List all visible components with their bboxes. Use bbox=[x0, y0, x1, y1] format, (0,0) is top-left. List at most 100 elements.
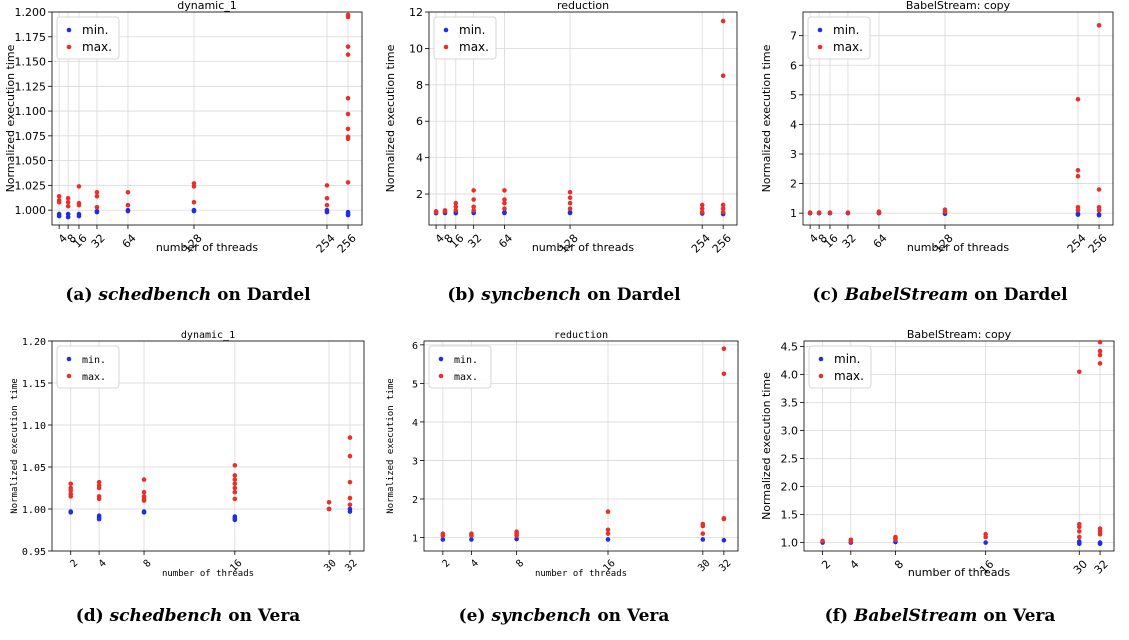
series-max bbox=[807, 23, 1102, 215]
data-point bbox=[471, 188, 476, 193]
data-point bbox=[347, 495, 353, 501]
y-tick-label: 2.0 bbox=[781, 481, 799, 494]
caption-b: (b) syncbench on Dardel bbox=[376, 285, 752, 305]
x-tick-label: 30 bbox=[1071, 558, 1090, 577]
y-tick-label: 1.175 bbox=[15, 31, 47, 44]
y-tick-label: 8 bbox=[416, 79, 423, 92]
data-point bbox=[125, 190, 131, 195]
caption-label: (c) bbox=[812, 285, 845, 305]
data-point bbox=[345, 14, 351, 20]
data-point bbox=[232, 477, 238, 482]
data-point bbox=[605, 531, 611, 536]
data-point bbox=[1097, 339, 1103, 345]
data-point bbox=[721, 537, 727, 543]
plot-frame bbox=[423, 340, 739, 552]
chart-title: reduction bbox=[557, 0, 609, 12]
x-tick-label: 64 bbox=[120, 232, 139, 251]
caption-system: on Vera bbox=[977, 606, 1056, 626]
data-point bbox=[471, 204, 476, 210]
x-axis-label: number of threads bbox=[907, 241, 1010, 254]
legend-label: min. bbox=[82, 355, 106, 366]
y-tick-label: 1.05 bbox=[22, 463, 46, 474]
plot-frame bbox=[51, 340, 365, 552]
y-tick-label: 4 bbox=[416, 152, 423, 165]
series-max bbox=[820, 339, 1103, 544]
data-point bbox=[68, 488, 74, 493]
data-point bbox=[125, 208, 131, 214]
data-point bbox=[68, 494, 74, 499]
x-tick-label: 2 bbox=[440, 558, 452, 570]
data-point bbox=[605, 527, 611, 533]
legend-label: min. bbox=[454, 355, 478, 366]
legend-label: min. bbox=[834, 352, 860, 366]
y-tick-label: 4 bbox=[412, 418, 418, 429]
data-point bbox=[816, 210, 822, 215]
y-tick-label: 1.050 bbox=[15, 155, 47, 168]
data-point bbox=[94, 190, 100, 195]
caption-a: (a) schedbench on Dardel bbox=[0, 285, 376, 305]
data-point bbox=[347, 453, 353, 459]
x-tick-label: 8 bbox=[892, 558, 906, 572]
data-point bbox=[94, 209, 100, 215]
data-point bbox=[94, 204, 100, 210]
x-axis-label: number of threads bbox=[908, 566, 1011, 579]
caption-d: (d) schedbench on Vera bbox=[0, 606, 376, 626]
x-tick-label: 16 bbox=[822, 232, 841, 251]
data-point bbox=[232, 481, 238, 487]
x-tick-label: 256 bbox=[710, 232, 734, 256]
y-tick-label: 1.0 bbox=[781, 537, 799, 550]
data-point bbox=[700, 531, 706, 536]
caption-benchmark: schedbench bbox=[98, 285, 212, 305]
data-point bbox=[141, 498, 147, 503]
x-tick-label: 254 bbox=[689, 232, 713, 256]
chart-title: dynamic_1 bbox=[177, 0, 237, 12]
data-point bbox=[76, 184, 82, 189]
y-tick-label: 1.15 bbox=[22, 379, 46, 390]
caption-system: on Dardel bbox=[211, 285, 311, 305]
data-point bbox=[345, 52, 351, 57]
y-axis-label: Normalized execution time bbox=[760, 372, 773, 520]
legend-label: max. bbox=[833, 40, 863, 54]
data-point bbox=[1097, 348, 1103, 354]
data-point bbox=[848, 539, 854, 544]
data-point bbox=[720, 202, 726, 208]
data-point bbox=[191, 199, 197, 205]
data-point bbox=[567, 195, 573, 200]
data-point bbox=[502, 197, 507, 202]
data-point bbox=[502, 209, 507, 215]
y-axis-label: Normalized execution time bbox=[760, 44, 773, 192]
data-point bbox=[453, 208, 459, 213]
data-point bbox=[1075, 207, 1081, 213]
data-point bbox=[96, 479, 102, 485]
data-point bbox=[700, 537, 706, 542]
data-point bbox=[471, 208, 476, 213]
data-point bbox=[345, 95, 351, 101]
data-point bbox=[567, 189, 573, 195]
data-point bbox=[983, 540, 988, 545]
series-max bbox=[68, 435, 353, 512]
y-tick-label: 2 bbox=[416, 188, 423, 201]
series-max bbox=[433, 18, 726, 215]
x-tick-label: 4 bbox=[469, 558, 481, 570]
y-tick-label: 1.025 bbox=[15, 179, 47, 192]
x-tick-label: 4 bbox=[847, 558, 861, 572]
data-point bbox=[1075, 211, 1081, 217]
data-point bbox=[1097, 540, 1103, 545]
caption-benchmark: BabelStream bbox=[853, 606, 978, 626]
plot-frame bbox=[428, 11, 738, 226]
data-point bbox=[440, 533, 446, 538]
data-point bbox=[125, 202, 131, 208]
data-point bbox=[94, 193, 100, 199]
data-point bbox=[845, 210, 851, 215]
data-point bbox=[700, 523, 706, 529]
caption-system: on Vera bbox=[591, 606, 670, 626]
data-point bbox=[324, 195, 330, 201]
data-point bbox=[699, 209, 705, 215]
legend-marker bbox=[66, 27, 72, 33]
x-axis-label: number of threads bbox=[162, 569, 254, 579]
data-point bbox=[56, 213, 62, 219]
x-tick-label: 16 bbox=[71, 232, 90, 251]
data-point bbox=[1076, 369, 1082, 375]
caption-label: (a) bbox=[65, 285, 99, 305]
